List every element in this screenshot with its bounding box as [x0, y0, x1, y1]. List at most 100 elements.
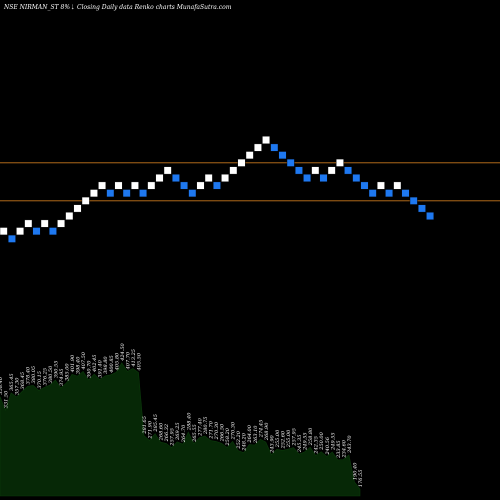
brick-up: [89, 189, 98, 198]
volume-label: 233.85: [336, 440, 342, 459]
volume-label: 243.70: [347, 435, 353, 454]
brick-up: [163, 166, 172, 175]
volume-label: 249.55: [330, 432, 336, 451]
brick-down: [286, 158, 295, 167]
brick-up: [311, 166, 320, 175]
volume-label: 405.50: [137, 352, 143, 371]
volume-label: 401.90: [70, 354, 76, 373]
brick-up: [98, 181, 107, 190]
brick-down: [409, 196, 418, 205]
volume-label: 370.15: [37, 371, 43, 389]
reference-lines: [0, 162, 500, 202]
volume-label: 400.85: [109, 355, 115, 374]
brick-up: [229, 166, 238, 175]
volume-label: 402.45: [92, 355, 98, 374]
brick-down: [270, 143, 279, 152]
brick-down: [303, 174, 311, 182]
volume-label: 266.50: [220, 423, 226, 442]
brick-up: [196, 181, 205, 190]
brick-down: [352, 174, 361, 182]
volume-label: 357.30: [15, 377, 21, 395]
brick-down: [32, 227, 41, 236]
volume-label: 250.00: [319, 431, 325, 450]
brick-up: [40, 219, 49, 228]
volume-label: 270.30: [214, 421, 220, 440]
volume-label: 358.40: [0, 376, 4, 394]
brick-up: [73, 204, 82, 213]
volume-label: 385.00: [65, 363, 71, 381]
volume-label: 263.10: [253, 425, 259, 444]
header-symbol: NSE NIRMAN_ST: [3, 4, 60, 11]
volume-label: 266.32: [164, 424, 170, 443]
brick-down: [188, 189, 197, 198]
brick-down: [278, 151, 287, 160]
volume-label: 268.90: [264, 422, 270, 441]
volume-label: 398.40: [76, 356, 82, 374]
header-caption: Closing Daily data Renko charts MunafaSu…: [77, 4, 232, 11]
chart-header: NSE NIRMAN_ST 8%⇣ Closing Daily data Ren…: [3, 4, 232, 11]
down-arrow-icon: ⇣: [70, 4, 75, 11]
brick-up: [262, 136, 270, 144]
brick-up: [377, 181, 385, 190]
volume-label: 331.50: [4, 390, 10, 408]
brick-down: [295, 166, 303, 175]
volume-shape: [0, 362, 361, 497]
brick-up: [147, 181, 156, 190]
volume-label: 242.35: [314, 436, 320, 455]
volume-label: 269.25: [175, 422, 181, 441]
volume-label: 249.55: [303, 432, 309, 451]
brick-down: [401, 189, 410, 198]
volume-label: 255.00: [275, 429, 281, 448]
volume-label: 398.80: [103, 356, 109, 374]
volume-label: 176.55: [358, 470, 364, 488]
volume-label: 268.60: [159, 422, 165, 441]
volume-label: 413.25: [131, 349, 137, 368]
volume-label: 265.55: [192, 424, 198, 443]
volume-label: 368.45: [20, 372, 26, 390]
brick-down: [7, 234, 16, 243]
volume-label: 258.20: [225, 427, 231, 446]
volume-label: 245.35: [297, 435, 303, 454]
volume-label: 258.80: [308, 427, 314, 446]
brick-up: [204, 174, 213, 182]
volume-label: 380.05: [31, 366, 37, 384]
volume-label: 257.95: [170, 428, 176, 447]
brick-up: [253, 143, 262, 152]
volume-label: 390.55: [53, 361, 59, 379]
volume-label: 407.50: [81, 351, 87, 370]
volume-label: 252.60: [281, 430, 287, 449]
volume-label: 285.45: [153, 414, 159, 433]
volume-label: 277.40: [197, 417, 203, 436]
volume-label: 270.30: [231, 421, 237, 440]
volume-label: 374.95: [59, 369, 65, 387]
brick-up: [81, 196, 90, 205]
volume-label: 380.50: [48, 365, 54, 383]
brick-up: [237, 158, 246, 167]
volume-label: 248.20: [242, 432, 248, 451]
volume-label: 365.45: [9, 373, 15, 391]
brick-up: [16, 227, 24, 236]
volume-label: 280.75: [203, 417, 209, 436]
volume-label: 243.90: [269, 434, 275, 453]
brick-up: [327, 166, 336, 175]
brick-down: [139, 189, 147, 198]
volume-label: 255.00: [286, 429, 292, 448]
brick-down: [368, 189, 377, 198]
volume-area: [0, 362, 361, 497]
header-change: 8%: [61, 4, 71, 11]
volume-label: 274.45: [258, 420, 264, 439]
brick-down: [49, 227, 57, 236]
brick-down: [385, 189, 393, 198]
volume-label: 271.70: [209, 420, 215, 439]
brick-down: [171, 174, 180, 182]
brick-up: [393, 181, 402, 190]
brick-up: [114, 181, 123, 190]
volume-label: 281.65: [142, 416, 148, 435]
volume-label: 190.40: [353, 462, 359, 480]
brick-down: [344, 166, 352, 175]
volume-label: 240.56: [325, 436, 331, 455]
brick-up: [336, 158, 344, 167]
volume-label: 378.40: [26, 366, 32, 384]
